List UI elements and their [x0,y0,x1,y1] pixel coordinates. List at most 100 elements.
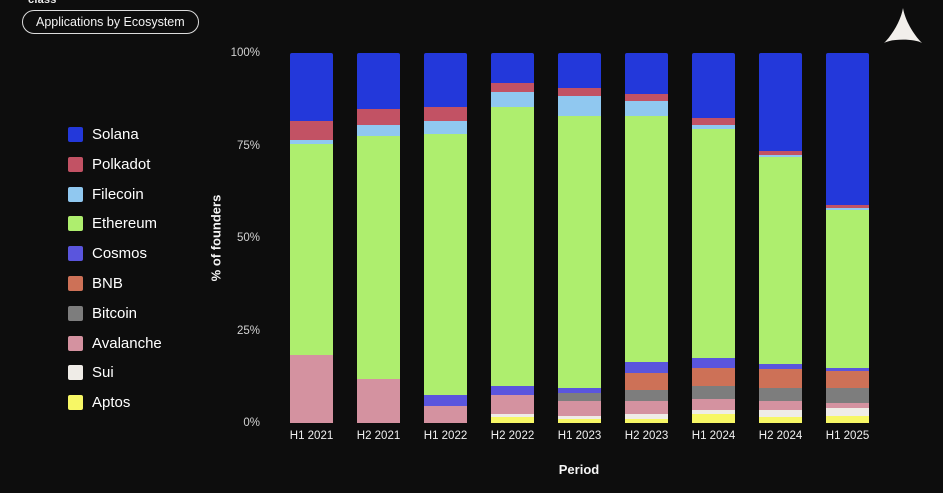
bar-segment-h1-2024-bnb[interactable] [692,367,735,386]
legend-label: Avalanche [92,334,162,352]
legend-item-polkadot[interactable]: Polkadot [68,156,162,173]
bar-segment-h1-2023-polkadot[interactable] [558,88,601,96]
bar-segment-h1-2025-polkadot[interactable] [826,204,869,209]
bar-segment-h2-2022-ethereum[interactable] [491,106,534,386]
bar-segment-h1-2025-ethereum[interactable] [826,210,869,368]
legend-item-sui[interactable]: Sui [68,364,162,381]
bar-segment-h1-2023-sui[interactable] [558,415,601,420]
bar-segment-h2-2021-filecoin[interactable] [357,125,400,137]
bar-segment-h1-2022-ethereum[interactable] [424,134,467,396]
legend-swatch-bitcoin [68,305,83,321]
bar-segment-h2-2022-solana[interactable] [491,53,534,83]
legend-item-filecoin[interactable]: Filecoin [68,186,162,203]
bar-segment-h1-2022-solana[interactable] [424,53,467,107]
bar-h2-2022[interactable] [491,53,534,423]
bar-segment-h2-2024-bitcoin[interactable] [759,387,802,401]
bar-segment-h2-2023-avalanche[interactable] [625,400,668,414]
legend-item-bitcoin[interactable]: Bitcoin [68,305,162,322]
bar-segment-h2-2024-cosmos[interactable] [759,363,802,370]
bar-segment-h2-2023-filecoin[interactable] [625,101,668,116]
chart-legend: Solana Polkadot Filecoin Ethereum Cosmos BNB B… [68,126,162,425]
bar-segment-h2-2023-aptos[interactable] [625,419,668,423]
bar-segment-h1-2021-solana[interactable] [290,53,333,122]
bar-segment-h2-2022-filecoin[interactable] [491,91,534,107]
bar-segment-h2-2024-aptos[interactable] [759,417,802,423]
bar-segment-h2-2021-solana[interactable] [357,53,400,109]
bar-segment-h2-2021-polkadot[interactable] [357,108,400,126]
bar-segment-h2-2022-avalanche[interactable] [491,395,534,414]
bar-h2-2021[interactable] [357,53,400,423]
bar-segment-h1-2022-filecoin[interactable] [424,121,467,135]
bar-segment-h1-2025-bnb[interactable] [826,371,869,388]
legend-item-cosmos[interactable]: Cosmos [68,245,162,262]
bar-segment-h2-2024-avalanche[interactable] [759,400,802,411]
bar-segment-h1-2024-ethereum[interactable] [692,128,735,359]
bar-segment-h2-2022-sui[interactable] [491,413,534,418]
bar-segment-h1-2021-ethereum[interactable] [290,143,333,355]
bar-segment-h1-2025-filecoin[interactable] [826,208,869,211]
bar-segment-h1-2024-aptos[interactable] [692,413,735,423]
bar-segment-h2-2024-sui[interactable] [759,410,802,418]
bar-h2-2024[interactable] [759,53,802,423]
bar-segment-h1-2025-solana[interactable] [826,53,869,205]
bar-segment-h2-2023-sui[interactable] [625,413,668,420]
bar-h1-2023[interactable] [558,53,601,423]
bar-segment-h1-2023-solana[interactable] [558,53,601,89]
bar-segment-h2-2024-polkadot[interactable] [759,151,802,155]
bar-segment-h1-2023-bitcoin[interactable] [558,393,601,401]
bar-segment-h2-2023-solana[interactable] [625,53,668,94]
bar-segment-h2-2024-solana[interactable] [759,53,802,152]
bar-segment-h1-2025-aptos[interactable] [826,415,869,423]
bar-segment-h1-2025-cosmos[interactable] [826,367,869,372]
bar-segment-h2-2021-avalanche[interactable] [357,378,400,423]
bar-segment-h2-2024-filecoin[interactable] [759,154,802,157]
bar-segment-h1-2025-sui[interactable] [826,408,869,416]
bar-segment-h1-2023-cosmos[interactable] [558,387,601,394]
bar-segment-h2-2023-cosmos[interactable] [625,361,668,374]
bar-segment-h1-2022-polkadot[interactable] [424,106,467,122]
bar-segment-h1-2024-filecoin[interactable] [692,125,735,129]
bar-h1-2022[interactable] [424,53,467,423]
bar-segment-h1-2024-bitcoin[interactable] [692,386,735,399]
bar-segment-h1-2024-solana[interactable] [692,53,735,118]
ecosystem-filter-button[interactable]: Applications by Ecosystem [22,10,199,34]
bar-segment-h2-2022-cosmos[interactable] [491,386,534,396]
bar-segment-h1-2025-bitcoin[interactable] [826,387,869,403]
bar-segment-h2-2023-polkadot[interactable] [625,93,668,102]
bar-h1-2024[interactable] [692,53,735,423]
bar-segment-h1-2024-avalanche[interactable] [692,398,735,411]
bar-segment-h2-2023-bnb[interactable] [625,373,668,390]
bar-h1-2021[interactable] [290,53,333,423]
bar-segment-h1-2024-sui[interactable] [692,410,735,414]
bar-segment-h2-2024-bnb[interactable] [759,369,802,388]
bar-segment-h1-2022-avalanche[interactable] [424,406,467,423]
bar-segment-h1-2023-filecoin[interactable] [558,95,601,116]
y-tick-75: 75% [236,139,260,152]
bar-segment-h1-2021-polkadot[interactable] [290,121,333,140]
bar-segment-h2-2022-polkadot[interactable] [491,82,534,92]
bar-segment-h1-2022-cosmos[interactable] [424,395,467,407]
bar-segment-h1-2023-avalanche[interactable] [558,400,601,416]
bar-segment-h2-2022-aptos[interactable] [491,417,534,423]
bar-segment-h2-2021-ethereum[interactable] [357,136,400,379]
legend-swatch-ethereum [68,216,83,232]
plot-area [290,53,869,423]
bar-segment-h1-2024-cosmos[interactable] [692,358,735,368]
bar-segment-h1-2021-avalanche[interactable] [290,354,333,423]
bar-segment-h1-2023-aptos[interactable] [558,419,601,423]
bar-h2-2023[interactable] [625,53,668,423]
bar-segment-h2-2024-ethereum[interactable] [759,156,802,364]
bar-segment-h1-2023-ethereum[interactable] [558,115,601,388]
legend-item-solana[interactable]: Solana [68,126,162,143]
legend-item-aptos[interactable]: Aptos [68,394,162,411]
legend-item-avalanche[interactable]: Avalanche [68,334,162,352]
legend-label: Solana [92,126,139,143]
bar-segment-h1-2024-polkadot[interactable] [692,117,735,126]
bar-segment-h1-2021-filecoin[interactable] [290,139,333,144]
bar-segment-h2-2023-bitcoin[interactable] [625,389,668,401]
bar-segment-h2-2023-ethereum[interactable] [625,115,668,362]
bar-h1-2025[interactable] [826,53,869,423]
legend-item-ethereum[interactable]: Ethereum [68,215,162,232]
legend-item-bnb[interactable]: BNB [68,275,162,292]
bar-segment-h1-2025-avalanche[interactable] [826,402,869,409]
